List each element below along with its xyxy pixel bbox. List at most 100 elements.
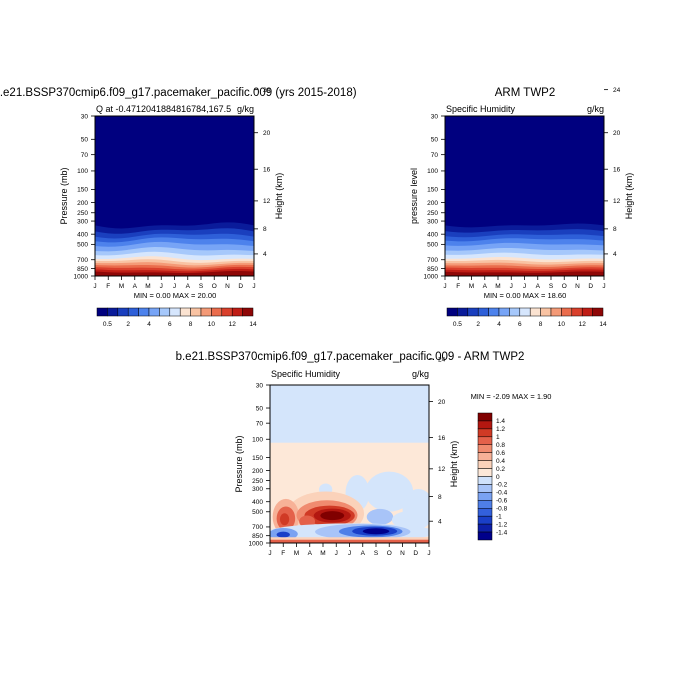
panel-obs-colorbar-label: 14 bbox=[599, 321, 607, 328]
panel-model-colorbar-swatch bbox=[190, 307, 202, 317]
panel-diff-ticks: J F M A M J J A S O N D J305070100150200250300400500… bbox=[249, 356, 446, 557]
panel-diff-level bbox=[279, 513, 290, 526]
panel-model-xtick-label: M bbox=[119, 283, 124, 290]
panel-obs-colorbar-swatch bbox=[571, 307, 583, 317]
panel-obs-xtick-label: J bbox=[443, 283, 446, 290]
panel-obs-ytick-label: 250 bbox=[427, 210, 438, 217]
panel-model-colorbar-label: 12 bbox=[229, 321, 237, 328]
panel-obs-ytick-label: 300 bbox=[427, 218, 438, 225]
panel-model-colorbar-swatch bbox=[221, 307, 233, 317]
panel-model-ytick-label: 700 bbox=[77, 257, 88, 264]
panel-obs-ytick-right-label: 12 bbox=[613, 198, 621, 205]
panel-model-xtick-label: J bbox=[160, 283, 163, 290]
panel-obs-xtick-label: J bbox=[523, 283, 526, 290]
panel-obs-ytick-label: 700 bbox=[427, 257, 438, 264]
panel-obs-ytick-label: 70 bbox=[431, 152, 439, 159]
panel-model-colorbar-label: 0.5 bbox=[103, 321, 112, 328]
panel-diff-minmax: MIN = -2.09 MAX = 1.90 bbox=[471, 392, 552, 401]
panel-diff-colorbar-label: 0.4 bbox=[496, 458, 505, 465]
panel-model-xtick-label: M bbox=[145, 283, 150, 290]
panel-model-xtick-label: A bbox=[186, 283, 191, 290]
panel-diff-xtick-label: M bbox=[320, 550, 325, 557]
panel-model-ytick-label: 400 bbox=[77, 231, 88, 238]
panel-diff-colorbar-label: 0 bbox=[496, 474, 500, 481]
panel-model-ylabel: Pressure (mb) bbox=[59, 167, 69, 224]
panel-model-ytick-right-label: 4 bbox=[263, 251, 267, 258]
panel-diff-colorbar-swatch bbox=[477, 531, 493, 541]
panel-diff-level bbox=[366, 508, 394, 525]
panel-diff-ytick-label: 50 bbox=[256, 405, 264, 412]
panel-model-left-string: Q at -0.4712041884816784,167.5 bbox=[96, 104, 231, 114]
panel-diff-colorbar-swatch bbox=[477, 500, 493, 509]
panel-diff-colorbar-swatch bbox=[477, 492, 493, 501]
panel-model-xtick-label: O bbox=[212, 283, 217, 290]
panel-model-ytick-right-label: 20 bbox=[263, 130, 271, 137]
panel-diff-colorbar-swatch bbox=[477, 428, 493, 438]
panel-diff-colorbar-swatch bbox=[477, 476, 493, 485]
panel-obs-ylabel: pressure level bbox=[409, 168, 419, 224]
panel-diff-colorbar-swatch bbox=[477, 523, 493, 533]
panel-obs-fill bbox=[445, 116, 604, 276]
panel-obs-colorbar-swatch bbox=[498, 307, 510, 317]
panel-diff-colorbar-label: -0.2 bbox=[496, 482, 508, 489]
panel-diff-ytick-label: 700 bbox=[252, 524, 263, 531]
panel-diff-colorbar-swatch bbox=[477, 484, 493, 493]
panel-obs-ytick-label: 1000 bbox=[424, 273, 439, 280]
panel-obs-colorbar-swatch bbox=[477, 307, 489, 317]
panel-model-fill-level bbox=[95, 271, 254, 276]
panel-obs-colorbar-label: 4 bbox=[497, 321, 501, 328]
panel-model-colorbar: 0.5 2 4 6 8 10 12 14 bbox=[96, 307, 257, 328]
panel-model-colorbar-swatch bbox=[127, 307, 139, 317]
panel-obs-colorbar-swatch bbox=[457, 307, 469, 317]
panel-obs-xtick-label: D bbox=[588, 283, 593, 290]
panel-model-colorbar-label: 14 bbox=[249, 321, 257, 328]
panel-diff-colorbar-swatch bbox=[477, 412, 493, 422]
panel-model-ytick-right-label: 8 bbox=[263, 226, 267, 233]
panel-diff-xtick-label: A bbox=[308, 550, 313, 557]
panel-obs-colorbar-swatch bbox=[446, 307, 458, 317]
panel-obs-colorbar-label: 10 bbox=[558, 321, 566, 328]
panel-diff-colorbar-label: -1.4 bbox=[496, 529, 508, 536]
panel-obs-ytick-right-label: 20 bbox=[613, 130, 621, 137]
panel-model-colorbar-label: 6 bbox=[168, 321, 172, 328]
panel-diff-xtick-label: S bbox=[374, 550, 379, 557]
panel-obs-ytick-right-label: 4 bbox=[613, 251, 617, 258]
panel-obs-xtick-label: M bbox=[469, 283, 474, 290]
panel-diff-colorbar-label: 1.4 bbox=[496, 418, 505, 425]
panel-obs-colorbar-swatch bbox=[467, 307, 479, 317]
panel-diff-colorbar-label: 1 bbox=[496, 434, 500, 441]
panel-diff-colorbar-label: 0.2 bbox=[496, 466, 505, 473]
panel-obs-ytick-label: 30 bbox=[431, 113, 439, 120]
panel-model-ytick-label: 850 bbox=[77, 266, 88, 273]
panel-model-ytick-label: 500 bbox=[77, 242, 88, 249]
panel-diff-ytick-label: 1000 bbox=[249, 540, 264, 547]
panel-diff-xtick-label: D bbox=[413, 550, 418, 557]
panel-obs-colorbar-swatch bbox=[488, 307, 500, 317]
panel-obs-colorbar-swatch bbox=[529, 307, 541, 317]
panel-model-ylabel-right: Height (km) bbox=[274, 173, 284, 220]
panel-model-fill bbox=[95, 116, 254, 276]
panel-model-colorbar-swatch bbox=[211, 307, 223, 317]
panel-obs-colorbar-swatch bbox=[592, 307, 604, 317]
panel-obs-ytick-label: 50 bbox=[431, 137, 439, 144]
panel-model-colorbar-label: 4 bbox=[147, 321, 151, 328]
panel-obs-colorbar-label: 8 bbox=[539, 321, 543, 328]
panel-diff-colorbar-label: 1.2 bbox=[496, 426, 505, 433]
panel-diff-xtick-label: J bbox=[335, 550, 338, 557]
panel-obs-xtick-label: S bbox=[549, 283, 554, 290]
panel-diff-colorbar-label: -0.8 bbox=[496, 506, 508, 513]
panel-model-ytick-label: 100 bbox=[77, 168, 88, 175]
panel-obs-ticks: J F M A M J J A S O N D J305070100150200250300400500… bbox=[424, 87, 621, 290]
panel-obs-ytick-label: 200 bbox=[427, 200, 438, 207]
panel-model-colorbar-label: 2 bbox=[126, 321, 130, 328]
panel-model-ytick-label: 1000 bbox=[74, 273, 89, 280]
panel-diff-ytick-right-label: 4 bbox=[438, 518, 442, 525]
panel-diff-ytick-label: 30 bbox=[256, 382, 264, 389]
panel-obs-xtick-label: A bbox=[536, 283, 541, 290]
panel-diff-colorbar-swatch bbox=[477, 420, 493, 430]
panel-diff-colorbar-swatch bbox=[477, 452, 493, 461]
panel-diff-ytick-right-label: 16 bbox=[438, 435, 446, 442]
panel-model-ytick-right-label: 12 bbox=[263, 198, 271, 205]
panel-model-ytick-label: 150 bbox=[77, 187, 88, 194]
